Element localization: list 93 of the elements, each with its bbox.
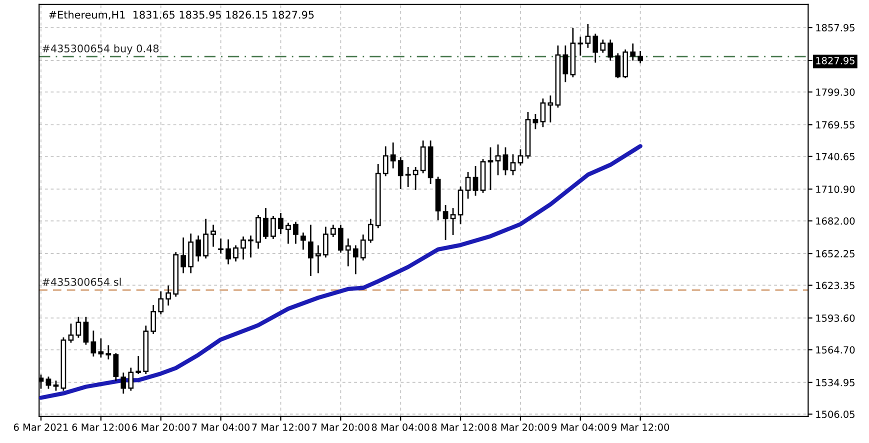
y-tick-label: 1857.95: [816, 24, 854, 32]
x-tick-label: 8 Mar 20:00: [492, 424, 550, 431]
candlestick: [76, 316, 82, 338]
x-tick-label: 8 Mar 04:00: [372, 424, 430, 431]
ref-line-label: #435300654 buy 0.48: [42, 44, 159, 54]
candlestick: [518, 149, 524, 166]
candlestick: [600, 40, 606, 53]
candlestick: [90, 330, 96, 356]
candlestick: [300, 232, 306, 250]
candlestick: [465, 172, 471, 199]
candlestick: [382, 146, 388, 176]
candlestick: [98, 338, 104, 358]
candlestick: [210, 224, 216, 247]
candlestick: [510, 154, 516, 176]
candlestick: [352, 245, 358, 274]
candlestick: [83, 316, 89, 345]
y-tick-label: 1740.65: [816, 152, 854, 160]
candlestick: [630, 44, 636, 61]
x-tick-label: 8 Mar 12:00: [432, 424, 490, 431]
candlestick: [316, 245, 321, 274]
x-tick-label: 6 Mar 20:00: [132, 424, 190, 431]
candlestick: [472, 166, 478, 196]
candlestick: [548, 95, 554, 122]
line-series: [39, 144, 642, 400]
candlestick: [128, 368, 134, 391]
candlestick: [106, 345, 112, 360]
y-tick-label: 1710.90: [816, 186, 855, 193]
x-tick-label: 9 Mar 12:00: [612, 424, 670, 431]
candlestick: [166, 286, 172, 306]
candlestick: [338, 224, 344, 253]
candlestick: [113, 353, 119, 381]
candlestick: [308, 224, 314, 276]
text: #Ethereum,H1 1831.65 1835.95 1826.15 1827.95: [49, 10, 314, 20]
candlestick: [398, 157, 404, 189]
y-tick-label: 1593.60: [816, 314, 855, 322]
candlestick: [150, 305, 156, 334]
y-tick-label: 1799.30: [816, 88, 855, 96]
candlestick: [240, 236, 246, 260]
candlestick: [330, 224, 336, 237]
candlestick: [532, 114, 538, 130]
y-tick-label: 1506.05: [816, 410, 854, 418]
x-tick-label: 7 Mar 12:00: [252, 424, 310, 431]
candlestick: [293, 222, 298, 244]
candlestick: [562, 45, 568, 82]
candlestick: [270, 216, 276, 239]
y-tick-label: 1652.25: [816, 250, 854, 258]
candlestick: [158, 291, 164, 314]
candlestick: [405, 166, 411, 187]
candlestick: [286, 222, 291, 244]
candlestick: [615, 53, 621, 78]
ref-line-label: #435300654 sl: [42, 278, 121, 286]
candlestick: [218, 238, 224, 254]
candlestick: [638, 51, 644, 64]
x-tick-label: 6 Mar 12:00: [72, 424, 130, 431]
candlestick: [120, 372, 126, 394]
candlestick: [442, 205, 448, 240]
candlestick: [248, 236, 254, 258]
candlestick: [488, 147, 494, 190]
x-tick-label: 9 Mar 04:00: [552, 424, 610, 431]
candlestick: [390, 142, 396, 168]
candlestick: [578, 36, 584, 56]
candlestick: [495, 144, 501, 176]
y-tick-label: 1769.55: [816, 121, 854, 129]
candlestick: [46, 376, 52, 389]
candlestick: [585, 24, 591, 48]
candlestick: [360, 234, 366, 260]
y-tick-label: 1682.00: [816, 217, 855, 225]
candlestick: [203, 218, 208, 258]
candlestick: [322, 226, 328, 258]
candlestick: [592, 34, 598, 63]
candlestick: [345, 238, 351, 266]
candlestick: [68, 324, 74, 343]
y-tick-label: 1623.35: [816, 282, 854, 290]
candlestick: [412, 166, 418, 190]
x-tick-label: 6 Mar 2021: [14, 424, 68, 431]
y-tick-label: 1534.95: [816, 378, 854, 386]
y-tick-label: 1564.70: [816, 346, 855, 354]
candlestick: [196, 236, 201, 262]
candlestick: [540, 98, 546, 128]
y-tick-label: 1827.95: [816, 56, 854, 64]
candlestick: [450, 208, 456, 235]
candlestick: [180, 238, 186, 274]
x-tick-label: 7 Mar 20:00: [312, 424, 370, 431]
candlestick: [278, 213, 284, 234]
candlestick: [368, 218, 374, 243]
candlestick: [226, 239, 231, 264]
candlestick: [263, 208, 268, 239]
candlestick: [420, 140, 426, 174]
candlestick: [136, 356, 142, 374]
x-tick-label: 7 Mar 04:00: [192, 424, 250, 431]
candlestick: [608, 40, 614, 61]
candlestick: [502, 147, 508, 176]
candlestick: [233, 245, 238, 262]
